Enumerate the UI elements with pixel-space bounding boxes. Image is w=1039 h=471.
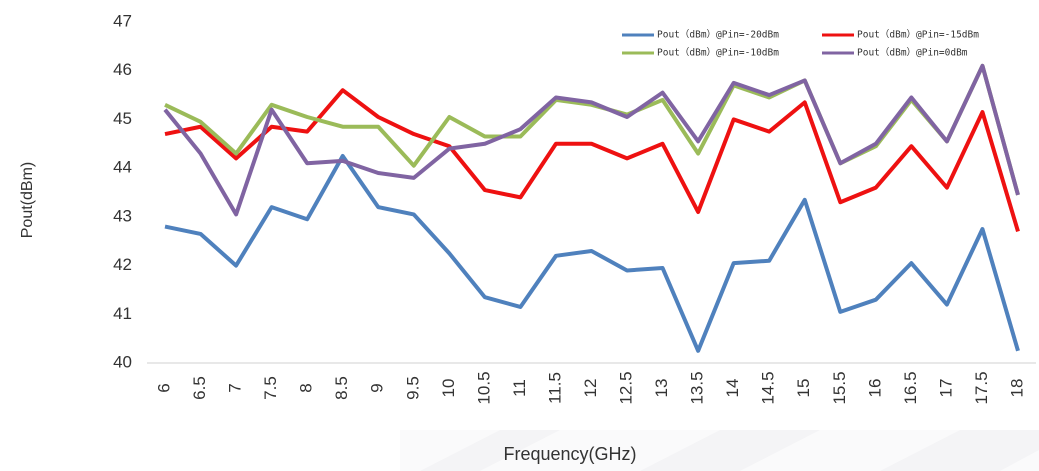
x-tick-label: 15 [794, 379, 813, 398]
x-tick-label: 17.5 [972, 371, 991, 404]
y-tick-label: 43 [113, 206, 132, 225]
x-tick-label: 15.5 [830, 371, 849, 404]
x-tick-label: 6.5 [190, 376, 209, 400]
x-axis-label: Frequency(GHz) [503, 444, 636, 464]
series-line [164, 63, 1020, 196]
background-stripes [400, 430, 1039, 471]
x-tick-label: 16.5 [901, 371, 920, 404]
series-line [164, 88, 1020, 233]
y-tick-label: 40 [113, 352, 132, 371]
y-tick-label: 41 [113, 304, 132, 323]
x-tick-label: 11.5 [545, 372, 564, 404]
legend-label: Pout（dBm）@Pin=-10dBm [657, 47, 779, 59]
x-tick-label: 13.5 [688, 371, 707, 404]
x-tick-label: 6 [154, 383, 173, 392]
x-tick-label: 14.5 [759, 371, 778, 404]
x-tick-label: 10.5 [474, 371, 493, 404]
legend-label: Pout（dBm）@Pin=-20dBm [657, 29, 779, 41]
y-tick-label: 44 [113, 158, 132, 177]
x-tick-label: 9.5 [403, 376, 422, 400]
x-tick-label: 17 [936, 379, 955, 398]
x-tick-label: 8 [297, 383, 316, 392]
x-tick-label: 13 [652, 379, 671, 398]
x-tick-label: 9 [368, 383, 387, 392]
series-line [163, 63, 1020, 217]
x-tick-label: 11 [510, 379, 529, 397]
x-tick-label: 8.5 [332, 376, 351, 400]
y-axis-label: Pout(dBm) [19, 162, 36, 238]
y-tick-label: 42 [113, 255, 132, 274]
y-tick-label: 45 [113, 109, 132, 128]
x-tick-label: 18 [1007, 379, 1026, 398]
x-tick-label: 14 [723, 379, 742, 398]
y-tick-label: 47 [113, 11, 132, 30]
x-tick-label: 7 [226, 383, 245, 392]
x-tick-label: 10 [439, 379, 458, 398]
y-tick-label: 46 [113, 60, 132, 79]
x-tick-label: 12 [581, 379, 600, 398]
series-line [164, 153, 1020, 353]
x-tick-label: 12.5 [617, 371, 636, 404]
legend-label: Pout（dBm）@Pin=-15dBm [857, 29, 979, 41]
x-tick-label: 16 [865, 379, 884, 398]
x-tick-label: 7.5 [261, 376, 280, 400]
legend-label: Pout（dBm）@Pin=0dBm [857, 47, 968, 59]
